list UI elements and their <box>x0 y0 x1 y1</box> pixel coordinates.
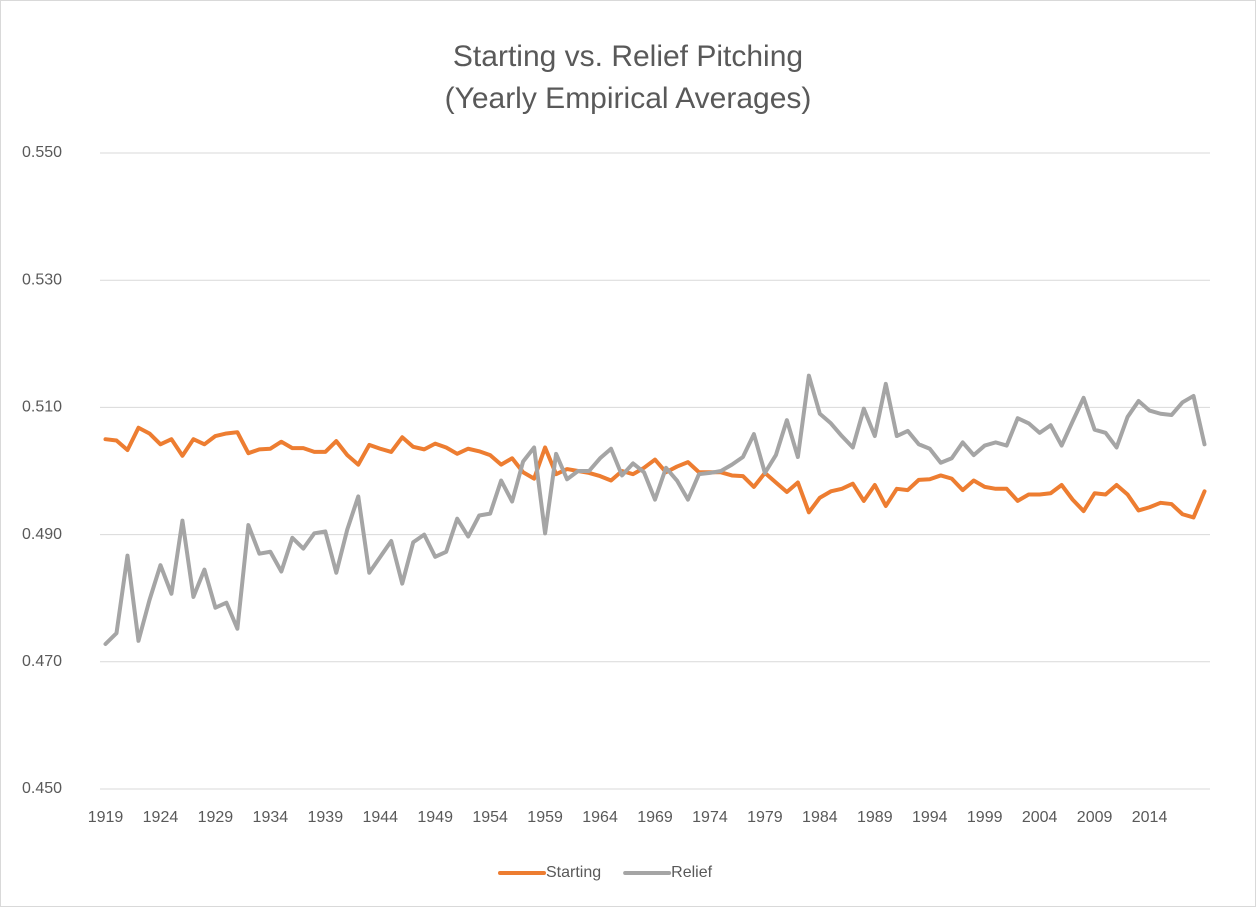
x-tick-label: 1989 <box>857 809 893 826</box>
x-tick-label: 1939 <box>308 809 344 826</box>
x-tick-label: 1929 <box>198 809 234 826</box>
x-tick-label: 1944 <box>362 809 398 826</box>
y-tick-label: 0.550 <box>22 144 62 161</box>
y-tick-label: 0.510 <box>22 399 62 416</box>
chart-title: (Yearly Empirical Averages) <box>445 82 812 115</box>
x-tick-label: 1969 <box>637 809 673 826</box>
series-line <box>103 425 1207 520</box>
x-tick-label: 1959 <box>527 809 563 826</box>
x-tick-label: 1919 <box>88 809 124 826</box>
x-tick-label: 1994 <box>912 809 948 826</box>
x-tick-label: 1924 <box>143 809 179 826</box>
x-tick-label: 2014 <box>1132 809 1168 826</box>
x-tick-label: 1949 <box>417 809 453 826</box>
x-tick-label: 1954 <box>472 809 508 826</box>
x-tick-label: 1974 <box>692 809 728 826</box>
y-tick-label: 0.490 <box>22 526 62 543</box>
x-tick-label: 1984 <box>802 809 838 826</box>
y-tick-label: 0.530 <box>22 271 62 288</box>
x-tick-label: 1934 <box>253 809 289 826</box>
chart-title: Starting vs. Relief Pitching <box>453 40 803 73</box>
x-tick-label: 2009 <box>1077 809 1113 826</box>
legend-label: Starting <box>546 864 601 881</box>
series-line <box>103 373 1207 646</box>
x-tick-label: 2004 <box>1022 809 1058 826</box>
x-tick-label: 1999 <box>967 809 1003 826</box>
y-tick-label: 0.450 <box>22 780 62 797</box>
x-tick-label: 1964 <box>582 809 618 826</box>
legend-label: Relief <box>671 864 712 881</box>
y-tick-label: 0.470 <box>22 653 62 670</box>
x-tick-label: 1979 <box>747 809 783 826</box>
